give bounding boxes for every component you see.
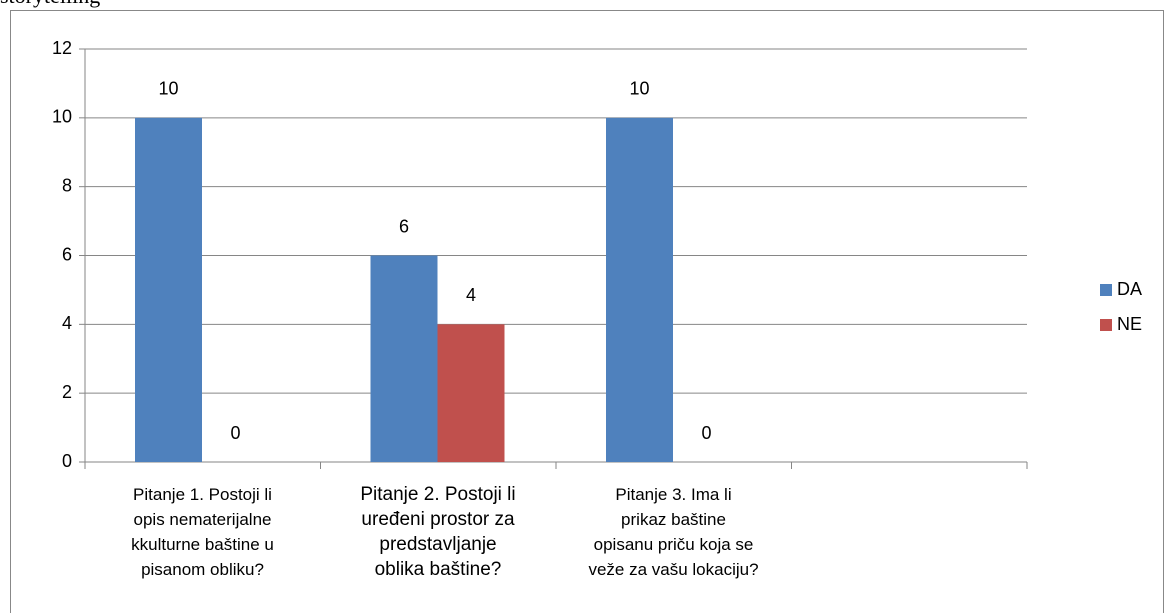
x-tick-label: Pitanje 1. Postoji li opis nematerijalne…: [131, 485, 274, 579]
data-label: 10: [158, 79, 178, 99]
legend-swatch: [1100, 319, 1112, 331]
y-tick-label: 6: [62, 244, 72, 264]
bar: [606, 117, 673, 462]
chart-title: storytelling: [0, 0, 100, 8]
y-tick-label: 12: [52, 38, 72, 58]
bar: [370, 255, 438, 462]
x-tick-label: Pitanje 2. Postoji li uređeni prostor za…: [360, 484, 516, 580]
x-tick-label: Pitanje 3. Ima li prikaz baštine opisanu…: [588, 485, 759, 579]
data-label: 0: [230, 423, 240, 443]
legend-label: DA: [1117, 279, 1142, 299]
y-tick-label: 8: [62, 175, 72, 195]
data-label: 6: [399, 216, 409, 236]
y-tick-label: 0: [62, 451, 72, 471]
y-tick-label: 4: [62, 313, 72, 333]
bar: [437, 324, 505, 462]
legend-label: NE: [1117, 314, 1142, 334]
legend-swatch: [1100, 284, 1112, 296]
data-label: 4: [466, 285, 476, 305]
y-tick-label: 10: [52, 107, 72, 127]
y-tick-label: 2: [62, 382, 72, 402]
data-label: 0: [701, 423, 711, 443]
data-label: 10: [629, 79, 649, 99]
chart-border: [10, 10, 1164, 613]
bar: [135, 117, 202, 462]
